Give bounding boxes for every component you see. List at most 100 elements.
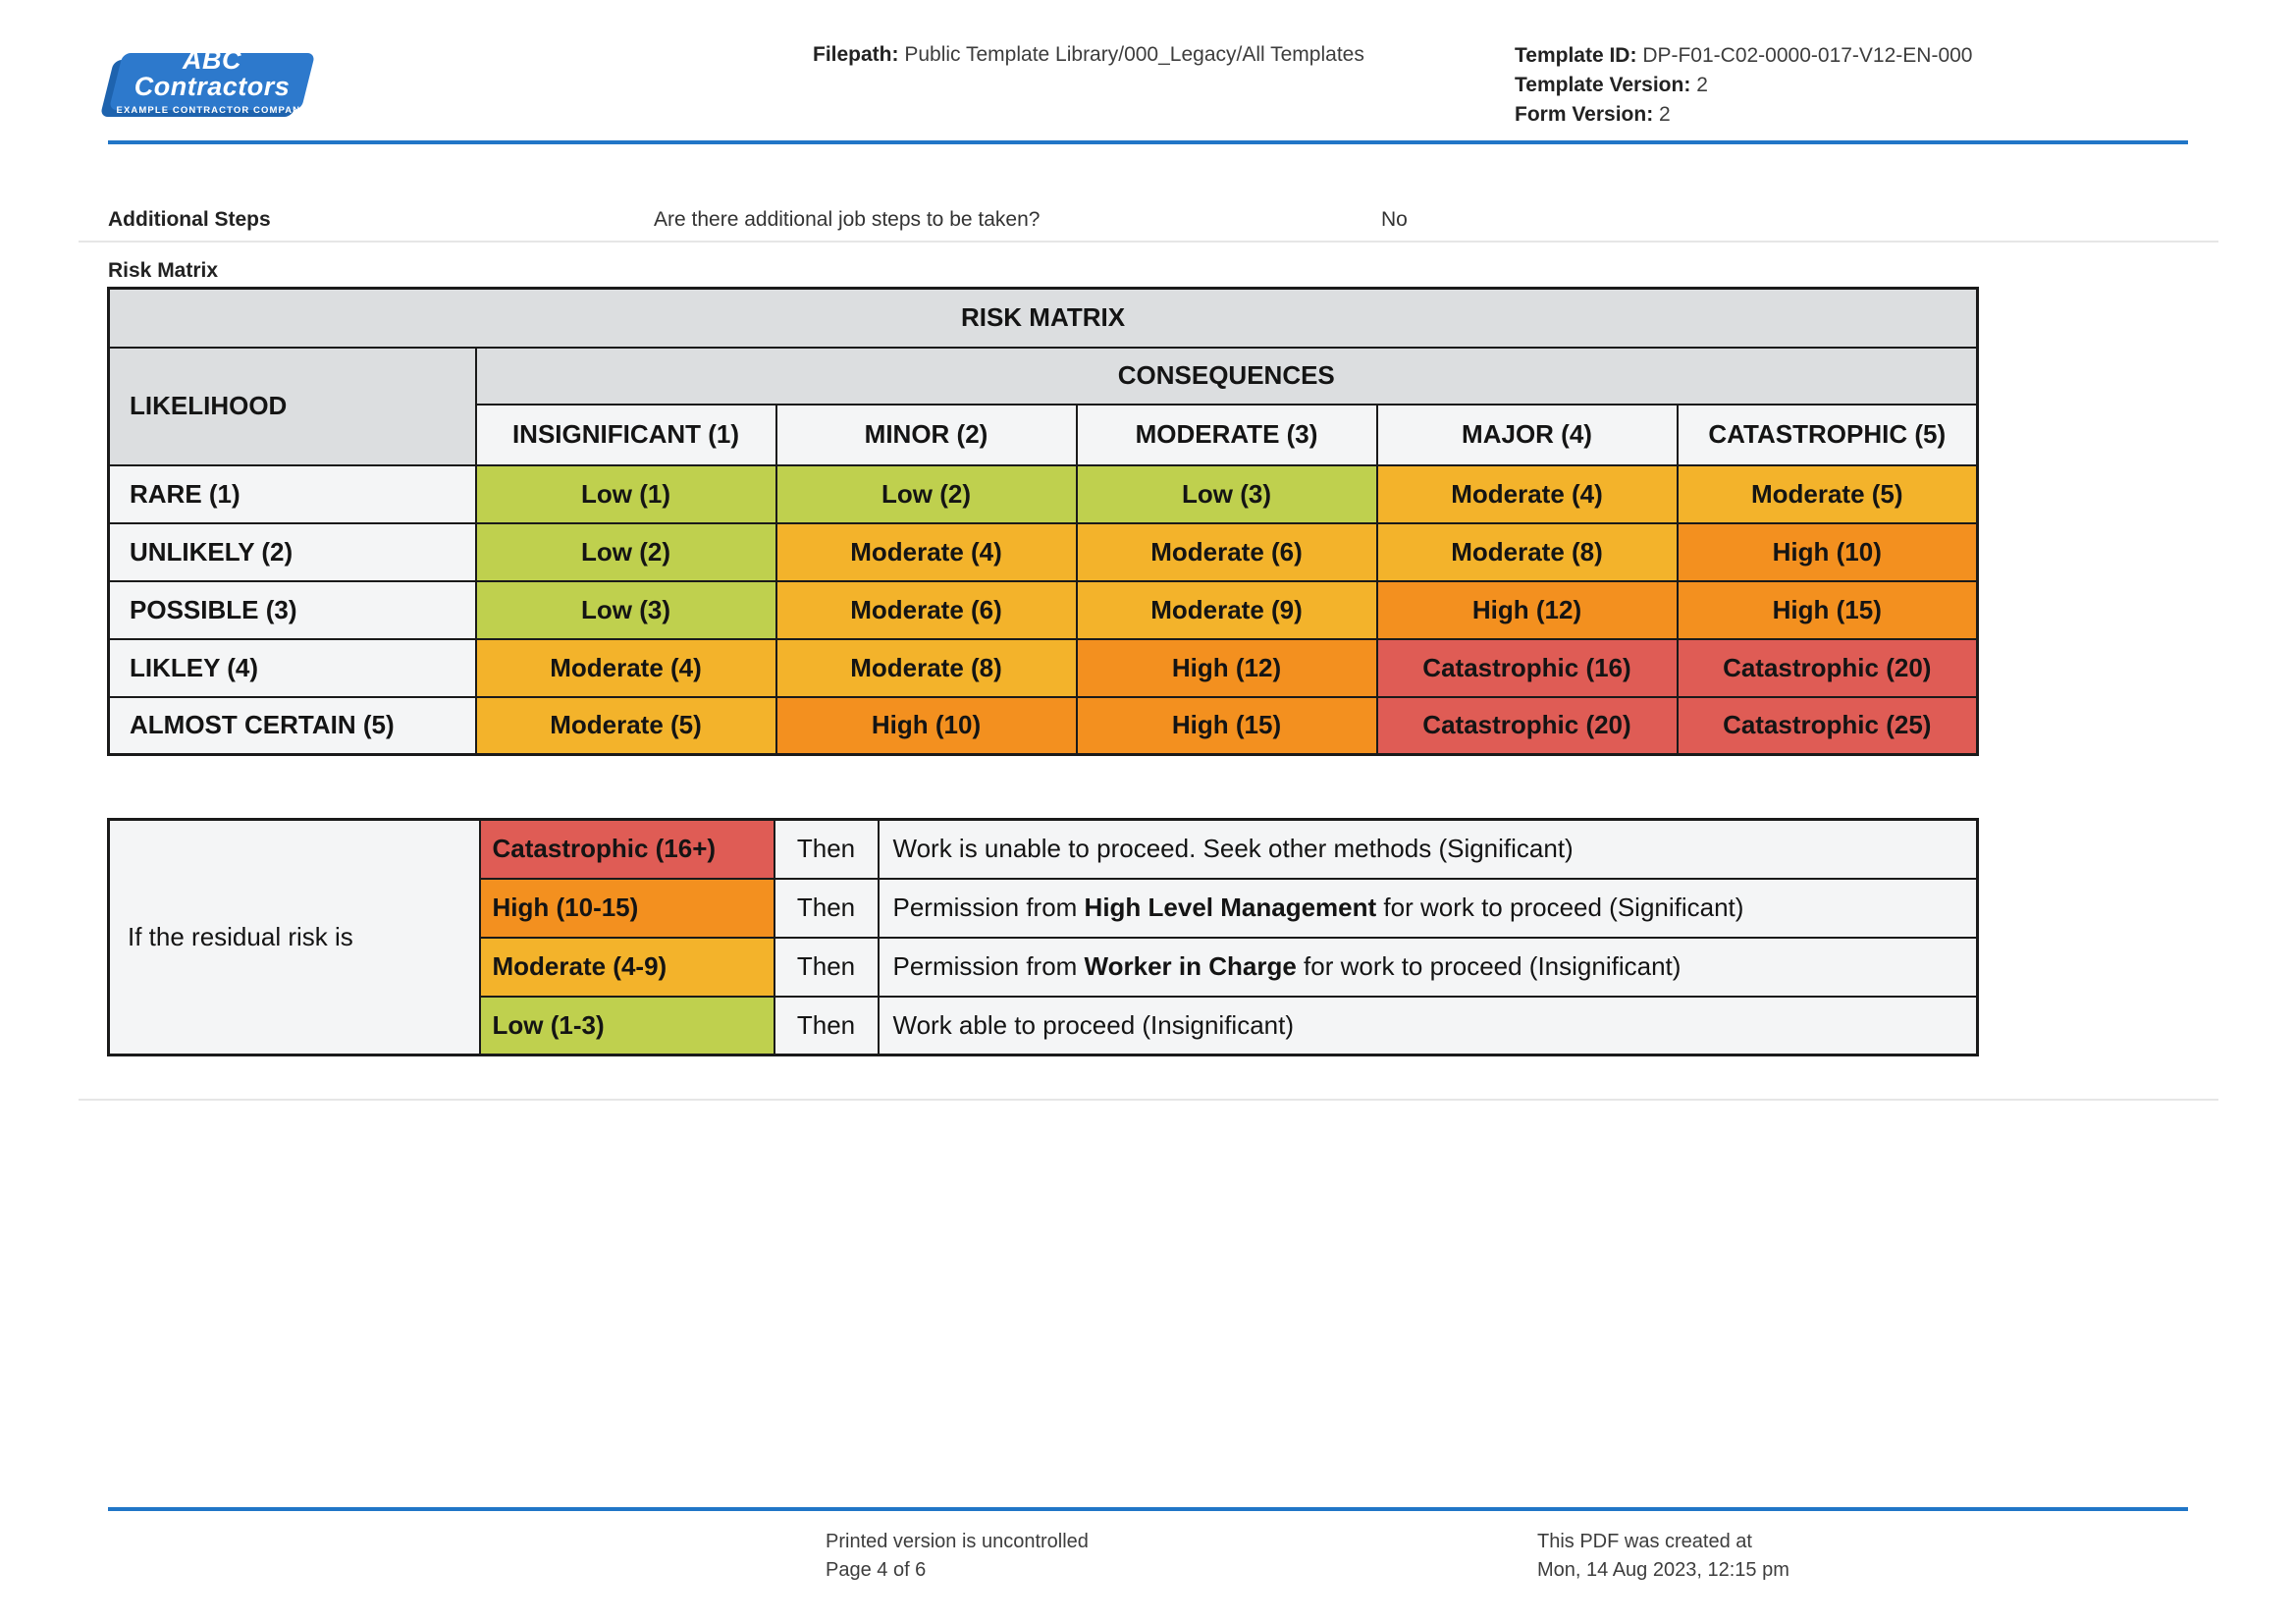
residual-row: High (10-15) Then Permission from High L… — [109, 877, 1979, 939]
residual-risk-level: Catastrophic (16+) — [478, 818, 775, 880]
action-text: for work to proceed (Significant) — [1376, 893, 1744, 922]
matrix-cell: High (12) — [1075, 637, 1378, 698]
matrix-cell: High (10) — [774, 695, 1078, 756]
column-header: MODERATE (3) — [1075, 403, 1378, 466]
residual-action: Permission from High Level Management fo… — [877, 877, 1979, 939]
matrix-cell: Moderate (9) — [1075, 579, 1378, 640]
footer-left: Printed version is uncontrolled Page 4 o… — [826, 1528, 1089, 1585]
action-text: for work to proceed (Insignificant) — [1296, 951, 1682, 981]
form-version-value: 2 — [1659, 103, 1671, 126]
company-logo: ABC Contractors EXAMPLE CONTRACTOR COMPA… — [99, 45, 316, 117]
residual-risk-table: If the residual risk is Catastrophic (16… — [107, 818, 1979, 1056]
action-text: Permission from — [892, 893, 1085, 922]
matrix-row-almost-certain: ALMOST CERTAIN (5) Moderate (5) High (10… — [107, 695, 1979, 756]
page-number: Page 4 of 6 — [826, 1559, 927, 1581]
matrix-cell: High (15) — [1075, 695, 1378, 756]
matrix-cell: High (10) — [1676, 521, 1979, 582]
logo-subtitle: EXAMPLE CONTRACTOR COMPANY — [116, 105, 308, 117]
residual-action: Permission from Worker in Charge for wor… — [877, 936, 1979, 998]
footer-divider — [108, 1507, 2188, 1511]
template-id-row: Template ID: DP-F01-C02-0000-017-V12-EN-… — [1515, 41, 1972, 71]
then-label: Then — [773, 877, 880, 939]
additional-steps-label: Additional Steps — [108, 208, 271, 231]
filepath-label: Filepath: — [813, 43, 899, 66]
action-text: Permission from — [892, 951, 1085, 981]
matrix-title: RISK MATRIX — [107, 287, 1979, 349]
action-bold-text: Worker in Charge — [1084, 951, 1297, 981]
column-header: CATASTROPHIC (5) — [1676, 403, 1979, 466]
column-header: MAJOR (4) — [1375, 403, 1679, 466]
matrix-row-possible: POSSIBLE (3) Low (3) Moderate (6) Modera… — [107, 579, 1979, 640]
then-label: Then — [773, 995, 880, 1056]
matrix-cell: Moderate (4) — [474, 637, 777, 698]
filepath: Filepath: Public Template Library/000_Le… — [813, 43, 1364, 67]
action-text: Work able to proceed (Insignificant) — [892, 1009, 1295, 1040]
residual-row: Low (1-3) Then Work able to proceed (Ins… — [109, 995, 1979, 1056]
template-info: Template ID: DP-F01-C02-0000-017-V12-EN-… — [1515, 41, 1972, 130]
likelihood-header: LIKELIHOOD — [107, 346, 477, 466]
matrix-cell: Moderate (4) — [1375, 463, 1679, 524]
residual-risk-level: Low (1-3) — [478, 995, 775, 1056]
row-label: POSSIBLE (3) — [107, 579, 477, 640]
matrix-cell: Moderate (6) — [1075, 521, 1378, 582]
matrix-row-unlikely: UNLIKELY (2) Low (2) Moderate (4) Modera… — [107, 521, 1979, 582]
row-label: RARE (1) — [107, 463, 477, 524]
matrix-row-rare: RARE (1) Low (1) Low (2) Low (3) Moderat… — [107, 463, 1979, 524]
residual-row: Moderate (4-9) Then Permission from Work… — [109, 936, 1979, 998]
template-version-value: 2 — [1696, 74, 1708, 96]
matrix-cell: Moderate (5) — [1676, 463, 1979, 524]
row-label: ALMOST CERTAIN (5) — [107, 695, 477, 756]
header-divider — [108, 140, 2188, 144]
matrix-cell: Catastrophic (25) — [1676, 695, 1979, 756]
matrix-cell: Moderate (4) — [774, 521, 1078, 582]
residual-action: Work is unable to proceed. Seek other me… — [877, 818, 1979, 880]
then-label: Then — [773, 936, 880, 998]
residual-risk-level: Moderate (4-9) — [478, 936, 775, 998]
template-id-value: DP-F01-C02-0000-017-V12-EN-000 — [1642, 44, 1973, 67]
consequences-header: CONSEQUENCES — [474, 346, 1979, 406]
matrix-cell: Low (2) — [774, 463, 1078, 524]
residual-row: If the residual risk is Catastrophic (16… — [107, 818, 1979, 1056]
matrix-cell: Catastrophic (20) — [1375, 695, 1679, 756]
matrix-cell: Low (1) — [474, 463, 777, 524]
matrix-cell: High (12) — [1375, 579, 1679, 640]
footer-right: This PDF was created at Mon, 14 Aug 2023… — [1537, 1528, 1789, 1585]
form-version-row: Form Version: 2 — [1515, 100, 1972, 130]
pdf-created-timestamp: Mon, 14 Aug 2023, 12:15 pm — [1537, 1559, 1789, 1581]
row-label: UNLIKELY (2) — [107, 521, 477, 582]
residual-condition-label: If the residual risk is — [107, 818, 481, 1056]
then-label: Then — [773, 818, 880, 880]
matrix-cell: Moderate (5) — [474, 695, 777, 756]
column-header: MINOR (2) — [774, 403, 1078, 466]
logo-banner-shape: ABC Contractors EXAMPLE CONTRACTOR COMPA… — [108, 45, 316, 116]
template-id-label: Template ID: — [1515, 44, 1637, 67]
action-bold-text: High Level Management — [1084, 893, 1377, 922]
matrix-cell: Moderate (6) — [774, 579, 1078, 640]
logo-title: ABC Contractors — [133, 45, 291, 102]
matrix-cell: High (15) — [1676, 579, 1979, 640]
template-version-row: Template Version: 2 — [1515, 71, 1972, 100]
additional-steps-question: Are there additional job steps to be tak… — [654, 208, 1041, 231]
risk-matrix-table: RISK MATRIX LIKELIHOOD CONSEQUENCES INSI… — [107, 287, 1980, 756]
filepath-value: Public Template Library/000_Legacy/All T… — [904, 43, 1364, 66]
risk-matrix-section-label: Risk Matrix — [108, 259, 219, 282]
matrix-cell: Catastrophic (20) — [1676, 637, 1979, 698]
matrix-row-likley: LIKLEY (4) Moderate (4) Moderate (8) Hig… — [107, 637, 1979, 698]
section-divider — [79, 241, 2218, 243]
template-version-label: Template Version: — [1515, 74, 1691, 96]
column-header: INSIGNIFICANT (1) — [474, 403, 777, 466]
section-divider — [79, 1099, 2218, 1101]
matrix-cell: Low (2) — [474, 521, 777, 582]
action-text: Work is unable to proceed. Seek other me… — [892, 834, 1574, 864]
additional-steps-answer: No — [1381, 208, 1408, 231]
row-label: LIKLEY (4) — [107, 637, 477, 698]
uncontrolled-notice: Printed version is uncontrolled — [826, 1531, 1089, 1552]
form-version-label: Form Version: — [1515, 103, 1654, 126]
matrix-cell: Moderate (8) — [1375, 521, 1679, 582]
matrix-cell: Low (3) — [1075, 463, 1378, 524]
matrix-cell: Low (3) — [474, 579, 777, 640]
matrix-cell: Moderate (8) — [774, 637, 1078, 698]
pdf-created-label: This PDF was created at — [1537, 1531, 1752, 1552]
matrix-cell: Catastrophic (16) — [1375, 637, 1679, 698]
